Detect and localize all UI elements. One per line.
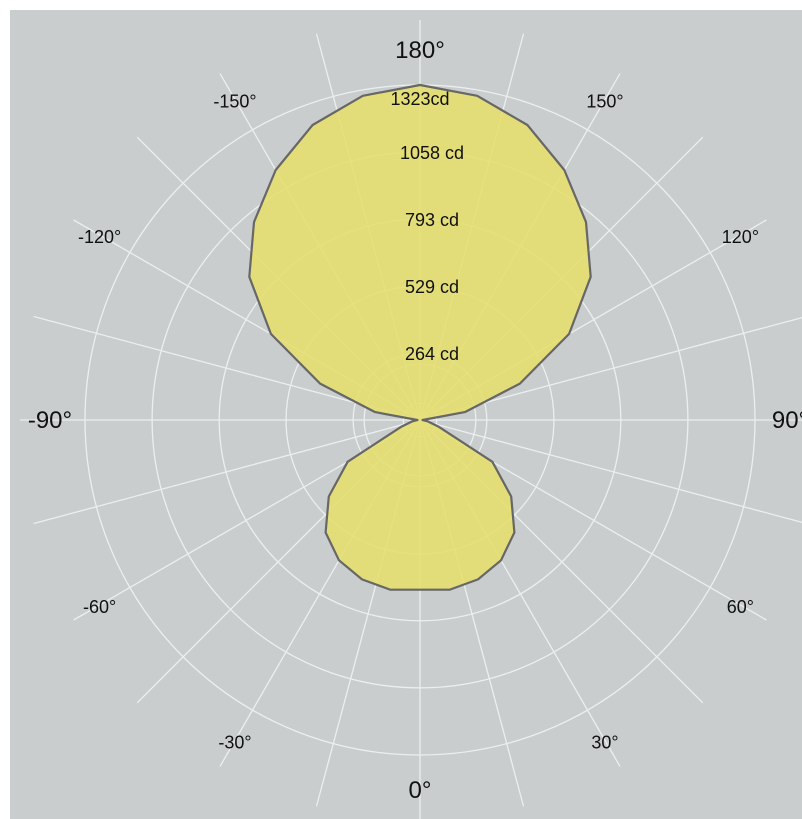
label-layer: 0° 30° 60° 90° 120° 150° 180° -150° -120° -90° -60… (28, 37, 802, 804)
radial-tick-label: 793 cd (405, 210, 459, 230)
radial-tick-label: 264 cd (405, 344, 459, 364)
grid-spoke (33, 419, 421, 525)
angle-label: 180° (395, 37, 445, 64)
angle-label: -120° (78, 227, 121, 247)
radial-max-label: 1323cd (390, 89, 449, 109)
data-layer (248, 83, 592, 591)
angle-label: 60° (727, 597, 754, 617)
intensity-curve (248, 83, 592, 591)
angle-label: 90° (772, 407, 802, 434)
angle-label: 0° (409, 777, 432, 804)
radial-tick-label: 1058 cd (400, 143, 464, 163)
angle-label: 30° (591, 732, 618, 752)
angle-label: -90° (28, 407, 72, 434)
grid-spoke (419, 419, 802, 524)
angle-label: -30° (218, 732, 251, 752)
angle-label: 150° (586, 92, 623, 112)
radial-tick-label: 529 cd (405, 277, 459, 297)
angle-label: -150° (213, 92, 256, 112)
angle-label: 120° (722, 227, 759, 247)
angle-label: -60° (83, 597, 116, 617)
